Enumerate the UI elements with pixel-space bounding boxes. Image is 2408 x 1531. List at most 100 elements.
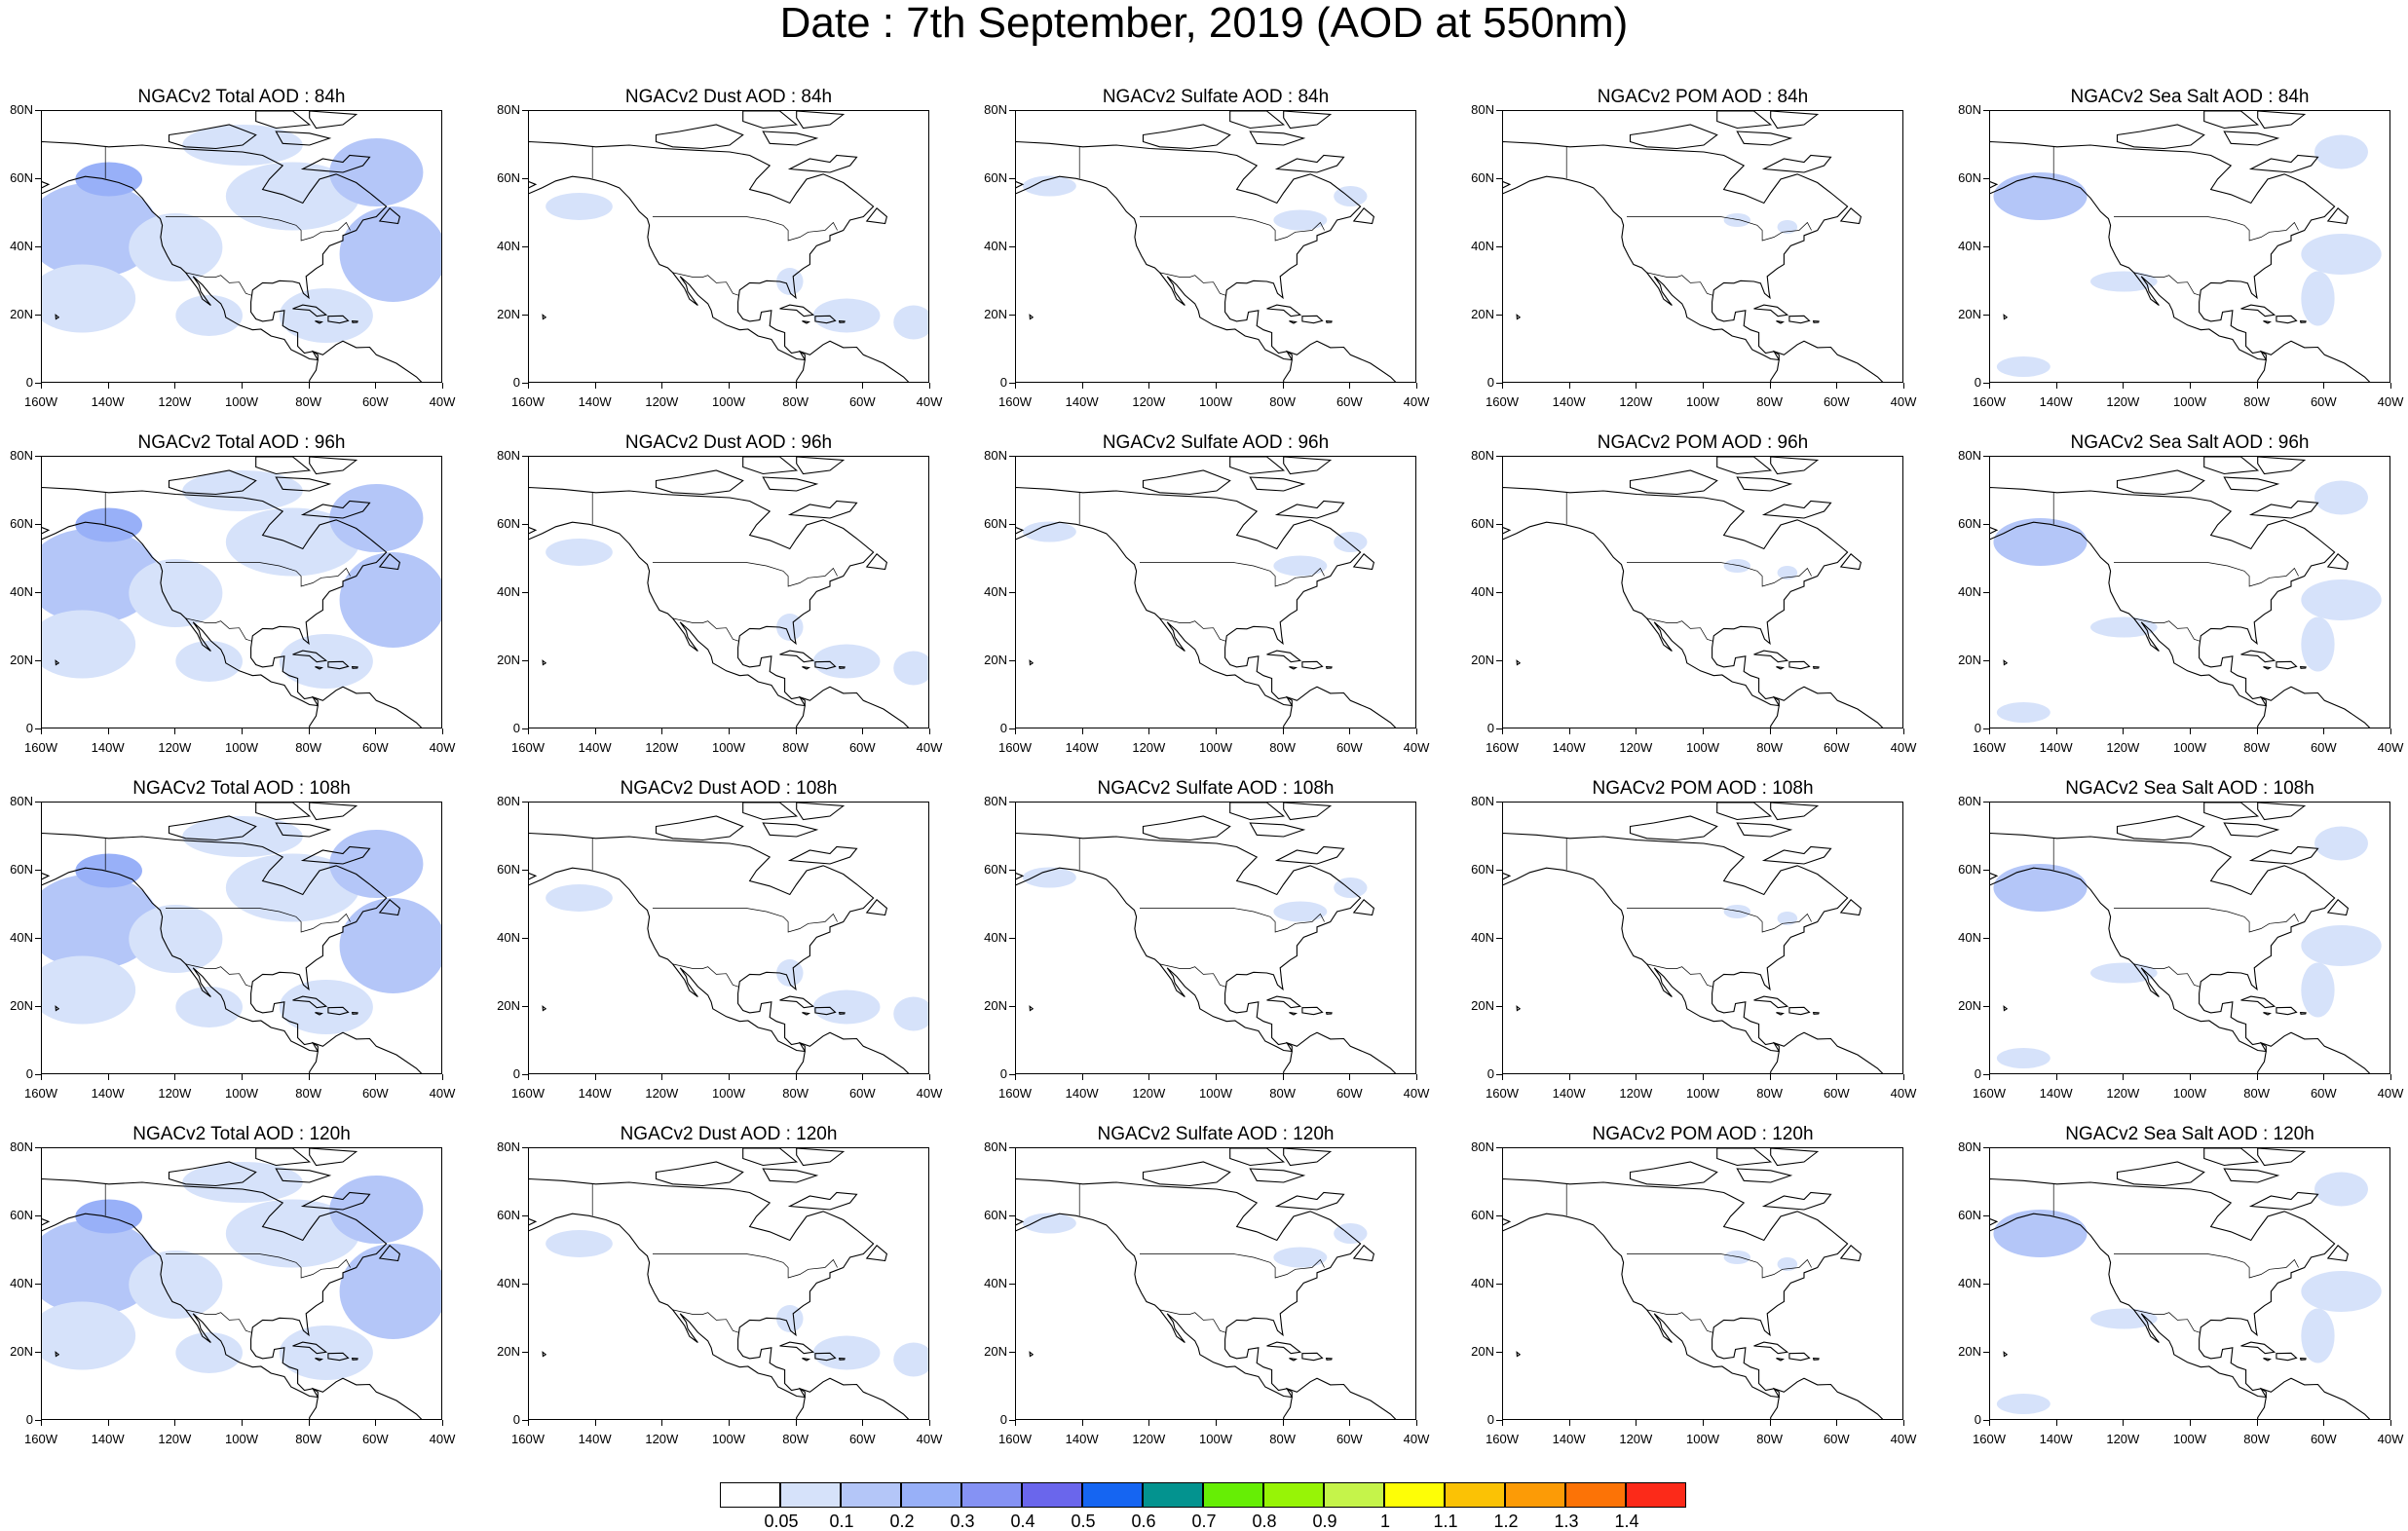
lat-tick-label: 40N: [984, 1276, 1007, 1290]
lat-tick: [522, 383, 528, 384]
colorbar-swatch: [720, 1482, 780, 1508]
lat-tick-label: 20N: [984, 998, 1007, 1013]
country-border: [185, 963, 252, 988]
lon-tick-label: 60W: [2310, 1432, 2337, 1446]
country-border: [185, 272, 252, 296]
lat-tick-label: 80N: [1958, 448, 1981, 463]
aod-region: [1996, 702, 2051, 723]
lon-tick-label: 120W: [645, 1086, 679, 1101]
island-outline: [2248, 1191, 2319, 1211]
lon-tick: [929, 728, 930, 734]
lon-tick-label: 60W: [1336, 1432, 1363, 1446]
lat-tick-label: 20N: [497, 1344, 520, 1359]
lon-tick: [1769, 1420, 1771, 1426]
lon-tick-label: 100W: [2173, 394, 2206, 409]
aod-region: [2090, 616, 2158, 638]
lon-tick-label: 40W: [1890, 394, 1917, 409]
aod-region: [339, 1244, 441, 1339]
island-outline: [542, 1005, 547, 1012]
lon-tick: [442, 1420, 443, 1426]
island-outline: [1266, 995, 1302, 1009]
lon-tick: [2390, 728, 2391, 734]
lat-tick: [522, 1074, 528, 1075]
lat-tick: [1009, 1006, 1015, 1007]
lon-tick: [862, 1074, 864, 1080]
island-outline: [814, 315, 837, 324]
island-outline: [1839, 1245, 1862, 1262]
lon-tick: [1148, 383, 1150, 389]
island-outline: [1812, 1358, 1820, 1361]
island-outline: [315, 320, 324, 324]
aod-region: [893, 1342, 928, 1377]
lat-tick-label: 0: [1974, 1412, 1981, 1427]
country-border: [1646, 1309, 1713, 1333]
lat-tick-label: 0: [1974, 1066, 1981, 1081]
lat-tick-label: 60N: [1471, 516, 1494, 531]
lon-tick-label: 140W: [1552, 394, 1586, 409]
lon-tick-label: 80W: [1756, 394, 1784, 409]
island-outline: [351, 320, 358, 323]
lon-tick-label: 120W: [1132, 394, 1166, 409]
lat-tick-label: 60N: [1471, 170, 1494, 185]
panel-title: NGACv2 POM AOD : 96h: [1597, 432, 1809, 453]
lon-tick: [375, 728, 377, 734]
lon-tick-label: 40W: [429, 1432, 456, 1446]
lon-tick: [442, 383, 443, 389]
lon-tick: [242, 383, 243, 389]
lon-tick: [2123, 728, 2125, 734]
country-border: [653, 562, 838, 587]
lat-tick-label: 0: [25, 375, 33, 390]
island-outline: [2326, 553, 2350, 571]
lon-tick: [107, 383, 109, 389]
map-area: [1015, 456, 1416, 728]
island-outline: [309, 1148, 358, 1167]
lon-tick-label: 40W: [2377, 394, 2404, 409]
lon-tick-label: 140W: [578, 394, 612, 409]
lon-tick-label: 140W: [1065, 1086, 1099, 1101]
island-outline: [838, 666, 846, 669]
lon-tick: [1502, 1074, 1503, 1080]
lon-tick: [1568, 383, 1570, 389]
colorbar-label: 0.2: [889, 1512, 915, 1531]
lon-tick-label: 40W: [916, 1432, 943, 1446]
lon-tick: [1081, 1074, 1083, 1080]
lat-tick-label: 60N: [1958, 170, 1981, 185]
lon-tick: [442, 1074, 443, 1080]
country-border: [166, 562, 351, 587]
island-outline: [1289, 1358, 1298, 1362]
lon-tick: [2256, 383, 2258, 389]
lat-tick: [1496, 1147, 1502, 1148]
island-outline: [1761, 1191, 1832, 1211]
colorbar-label: 0.1: [829, 1512, 854, 1531]
lon-tick: [2323, 383, 2325, 389]
aod-region: [1993, 518, 2088, 566]
map-svg: [1503, 1148, 1884, 1419]
country-border: [1159, 272, 1226, 296]
colorbar-swatch: [1565, 1482, 1626, 1508]
map-panel: NGACv2 Total AOD : 108h 80N 60N 40N 20N 0 160W…: [0, 777, 481, 1122]
lat-tick-label: 80N: [1958, 102, 1981, 117]
island-outline: [378, 1245, 401, 1262]
island-outline: [2257, 803, 2307, 821]
panel-title: NGACv2 Total AOD : 108h: [132, 778, 351, 799]
island-outline: [1029, 659, 1035, 666]
colorbar-label: 0.4: [1010, 1512, 1035, 1531]
lat-tick-label: 40N: [984, 239, 1007, 253]
lat-tick-label: 80N: [497, 794, 520, 808]
lon-tick-label: 60W: [1823, 394, 1850, 409]
aod-region: [2314, 480, 2368, 515]
island-outline: [796, 1148, 846, 1167]
aod-region: [2090, 271, 2158, 292]
island-outline: [1274, 500, 1345, 519]
lon-tick: [2323, 728, 2325, 734]
lat-tick: [1009, 383, 1015, 384]
lat-tick-label: 40N: [1471, 584, 1494, 599]
lat-tick: [1983, 456, 1989, 457]
lat-tick: [1009, 938, 1015, 939]
lon-tick-label: 120W: [1132, 740, 1166, 755]
map-svg: [529, 1148, 928, 1419]
lon-tick-label: 100W: [2173, 1432, 2206, 1446]
lon-tick: [41, 728, 42, 734]
lon-tick: [41, 1420, 42, 1426]
aod-region: [1996, 356, 2051, 377]
